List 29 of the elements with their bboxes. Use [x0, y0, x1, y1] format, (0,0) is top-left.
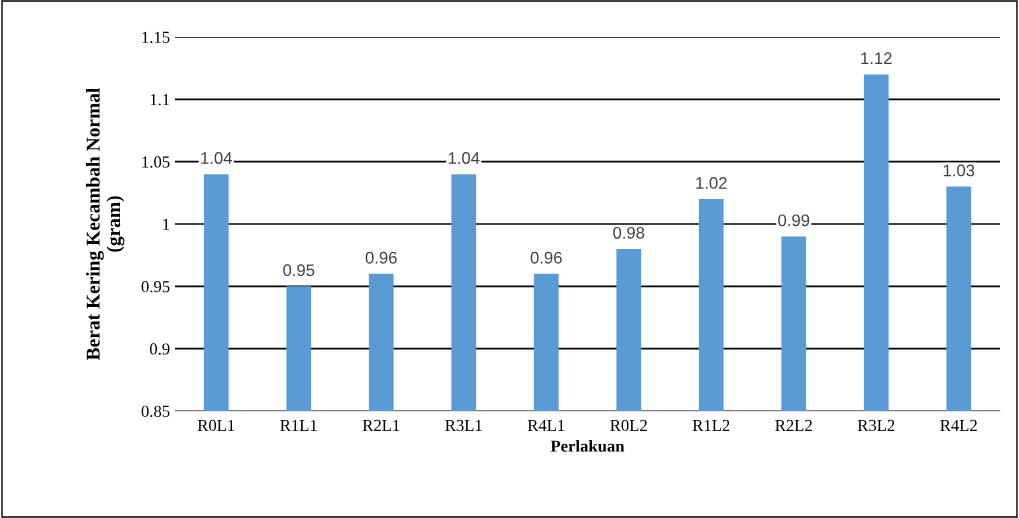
x-tick-label: R4L2 [940, 419, 977, 431]
x-tick-label: R0L1 [197, 419, 235, 432]
y-tick-label: 1.1 [150, 94, 170, 106]
data-label: 1.04 [448, 152, 480, 164]
x-tick-label: R2L1 [362, 419, 400, 431]
x-axis-title: Perlakuan [550, 440, 625, 452]
data-label: 0.96 [365, 251, 397, 264]
y-tick-label: 0.95 [141, 281, 170, 293]
x-tick-label: R3L1 [445, 419, 482, 432]
data-label: 0.98 [613, 226, 645, 239]
y-tick-label: 1 [163, 218, 170, 230]
x-tick-label: R2L2 [775, 419, 812, 431]
y-tick-label: 1.15 [142, 31, 170, 44]
data-label: 1.12 [861, 52, 892, 64]
y-tick-label: 0.85 [141, 405, 170, 418]
x-tick-label: R1L2 [692, 419, 730, 431]
x-tick-label: R0L2 [610, 419, 647, 432]
data-label: 0.96 [530, 251, 562, 264]
x-tick-label: R1L1 [280, 419, 317, 431]
x-tick-label: R4L1 [527, 419, 565, 431]
y-tick-label: 0.9 [149, 343, 170, 355]
data-label: 1.03 [943, 164, 975, 177]
data-label: 0.99 [778, 214, 810, 227]
x-tick-label: R3L2 [857, 419, 895, 432]
data-label: 0.95 [283, 264, 315, 277]
data-label: 1.02 [696, 177, 727, 189]
data-label: 1.04 [201, 152, 232, 164]
y-tick-label: 1.05 [142, 156, 170, 168]
y-axis-title: Berat Kering Kecambah Normal (gram) [86, 87, 125, 361]
